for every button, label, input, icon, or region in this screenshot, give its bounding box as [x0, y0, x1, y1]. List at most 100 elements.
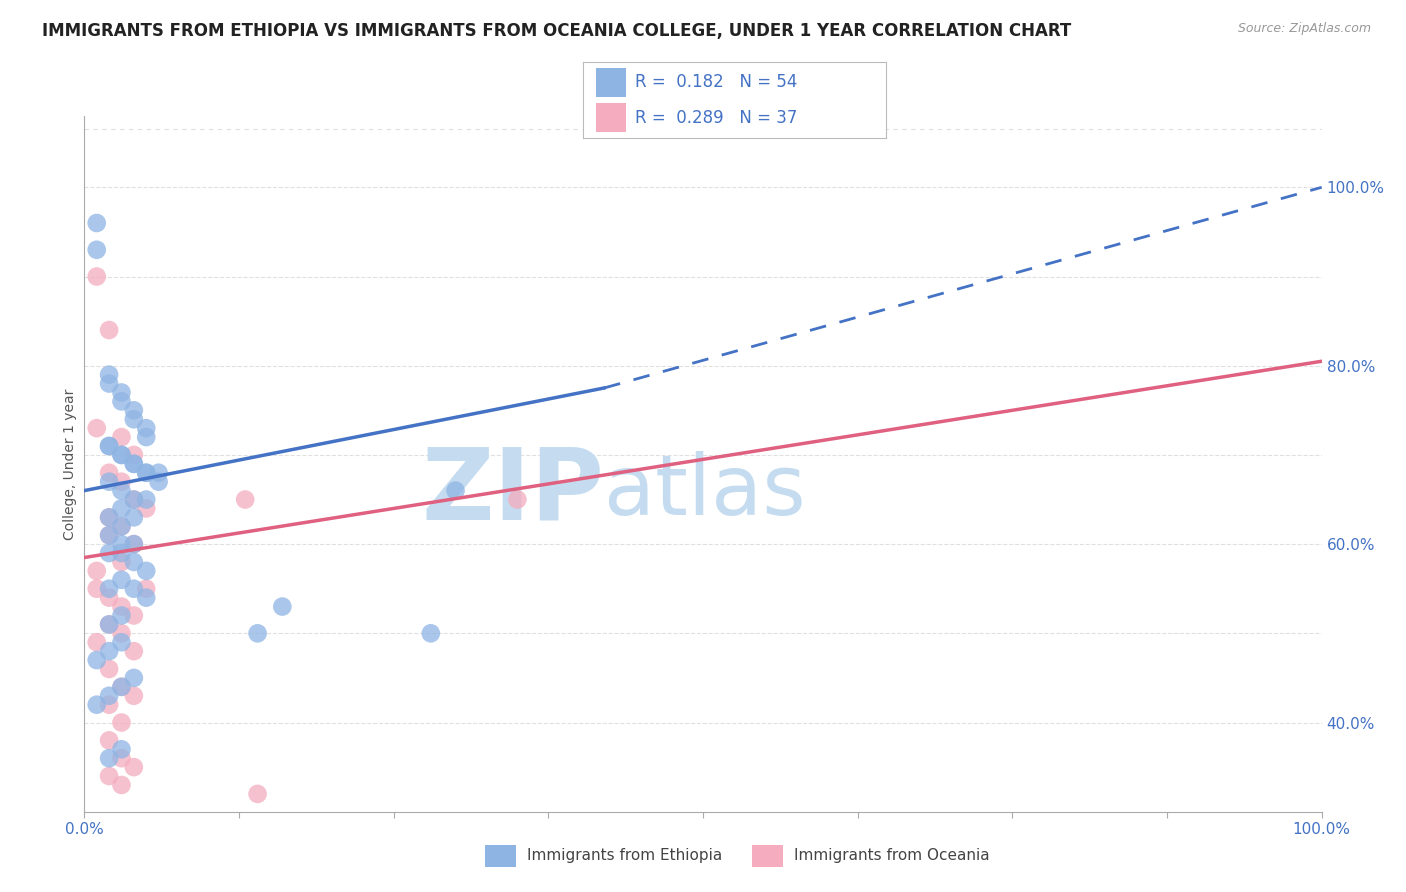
Point	[86, 216, 108, 230]
Point	[419, 626, 441, 640]
Text: Source: ZipAtlas.com: Source: ZipAtlas.com	[1237, 22, 1371, 36]
Point	[86, 635, 108, 649]
Point	[135, 564, 157, 578]
Point	[122, 537, 145, 551]
Point	[98, 323, 121, 337]
Point	[122, 555, 145, 569]
Point	[98, 644, 121, 658]
Point	[110, 519, 132, 533]
Point	[98, 528, 121, 542]
Point	[98, 769, 121, 783]
Point	[110, 555, 132, 569]
Point	[86, 421, 108, 435]
Point	[110, 483, 132, 498]
Point	[122, 689, 145, 703]
Point	[98, 591, 121, 605]
Point	[122, 644, 145, 658]
Point	[110, 626, 132, 640]
Point	[110, 385, 132, 400]
Point	[246, 626, 269, 640]
Point	[233, 492, 256, 507]
Point	[135, 466, 157, 480]
Point	[110, 680, 132, 694]
Point	[246, 787, 269, 801]
Point	[110, 751, 132, 765]
Point	[110, 778, 132, 792]
Point	[122, 492, 145, 507]
Point	[110, 715, 132, 730]
Point	[98, 475, 121, 489]
Point	[86, 698, 108, 712]
Point	[135, 501, 157, 516]
Point	[110, 475, 132, 489]
Text: R =  0.289   N = 37: R = 0.289 N = 37	[636, 109, 797, 127]
Point	[98, 376, 121, 391]
Point	[110, 394, 132, 409]
Bar	[596, 68, 626, 96]
Point	[135, 430, 157, 444]
Point	[98, 528, 121, 542]
Point	[86, 269, 108, 284]
Point	[122, 492, 145, 507]
Point	[122, 671, 145, 685]
Point	[122, 537, 145, 551]
Point	[98, 368, 121, 382]
Text: Immigrants from Oceania: Immigrants from Oceania	[794, 848, 990, 863]
Point	[122, 448, 145, 462]
Point	[86, 243, 108, 257]
Text: IMMIGRANTS FROM ETHIOPIA VS IMMIGRANTS FROM OCEANIA COLLEGE, UNDER 1 YEAR CORREL: IMMIGRANTS FROM ETHIOPIA VS IMMIGRANTS F…	[42, 22, 1071, 40]
Point	[122, 760, 145, 774]
Point	[98, 439, 121, 453]
Point	[110, 448, 132, 462]
Point	[110, 430, 132, 444]
Point	[110, 635, 132, 649]
Point	[506, 492, 529, 507]
Point	[271, 599, 294, 614]
Point	[110, 742, 132, 756]
Point	[122, 457, 145, 471]
Point	[98, 733, 121, 747]
Point	[98, 510, 121, 524]
Point	[98, 582, 121, 596]
Text: ZIP: ZIP	[422, 443, 605, 541]
Point	[135, 492, 157, 507]
Point	[98, 546, 121, 560]
Point	[122, 510, 145, 524]
Point	[122, 457, 145, 471]
Point	[135, 591, 157, 605]
Point	[110, 501, 132, 516]
Point	[110, 608, 132, 623]
Text: atlas: atlas	[605, 451, 806, 533]
Point	[86, 582, 108, 596]
Point	[135, 466, 157, 480]
Point	[110, 599, 132, 614]
Text: Immigrants from Ethiopia: Immigrants from Ethiopia	[527, 848, 723, 863]
Point	[98, 439, 121, 453]
Point	[98, 510, 121, 524]
Point	[148, 466, 170, 480]
Text: R =  0.182   N = 54: R = 0.182 N = 54	[636, 73, 797, 91]
Point	[110, 546, 132, 560]
Point	[110, 448, 132, 462]
Point	[135, 582, 157, 596]
Point	[444, 483, 467, 498]
Point	[110, 537, 132, 551]
Point	[122, 412, 145, 426]
Point	[98, 662, 121, 676]
Point	[122, 403, 145, 417]
Point	[122, 582, 145, 596]
Point	[98, 617, 121, 632]
Point	[98, 751, 121, 765]
Point	[98, 466, 121, 480]
Point	[148, 475, 170, 489]
Point	[110, 573, 132, 587]
Bar	[596, 103, 626, 132]
Point	[110, 680, 132, 694]
Point	[122, 608, 145, 623]
Point	[135, 421, 157, 435]
Y-axis label: College, Under 1 year: College, Under 1 year	[63, 388, 77, 540]
Point	[110, 519, 132, 533]
Point	[98, 617, 121, 632]
Point	[86, 564, 108, 578]
Point	[86, 653, 108, 667]
